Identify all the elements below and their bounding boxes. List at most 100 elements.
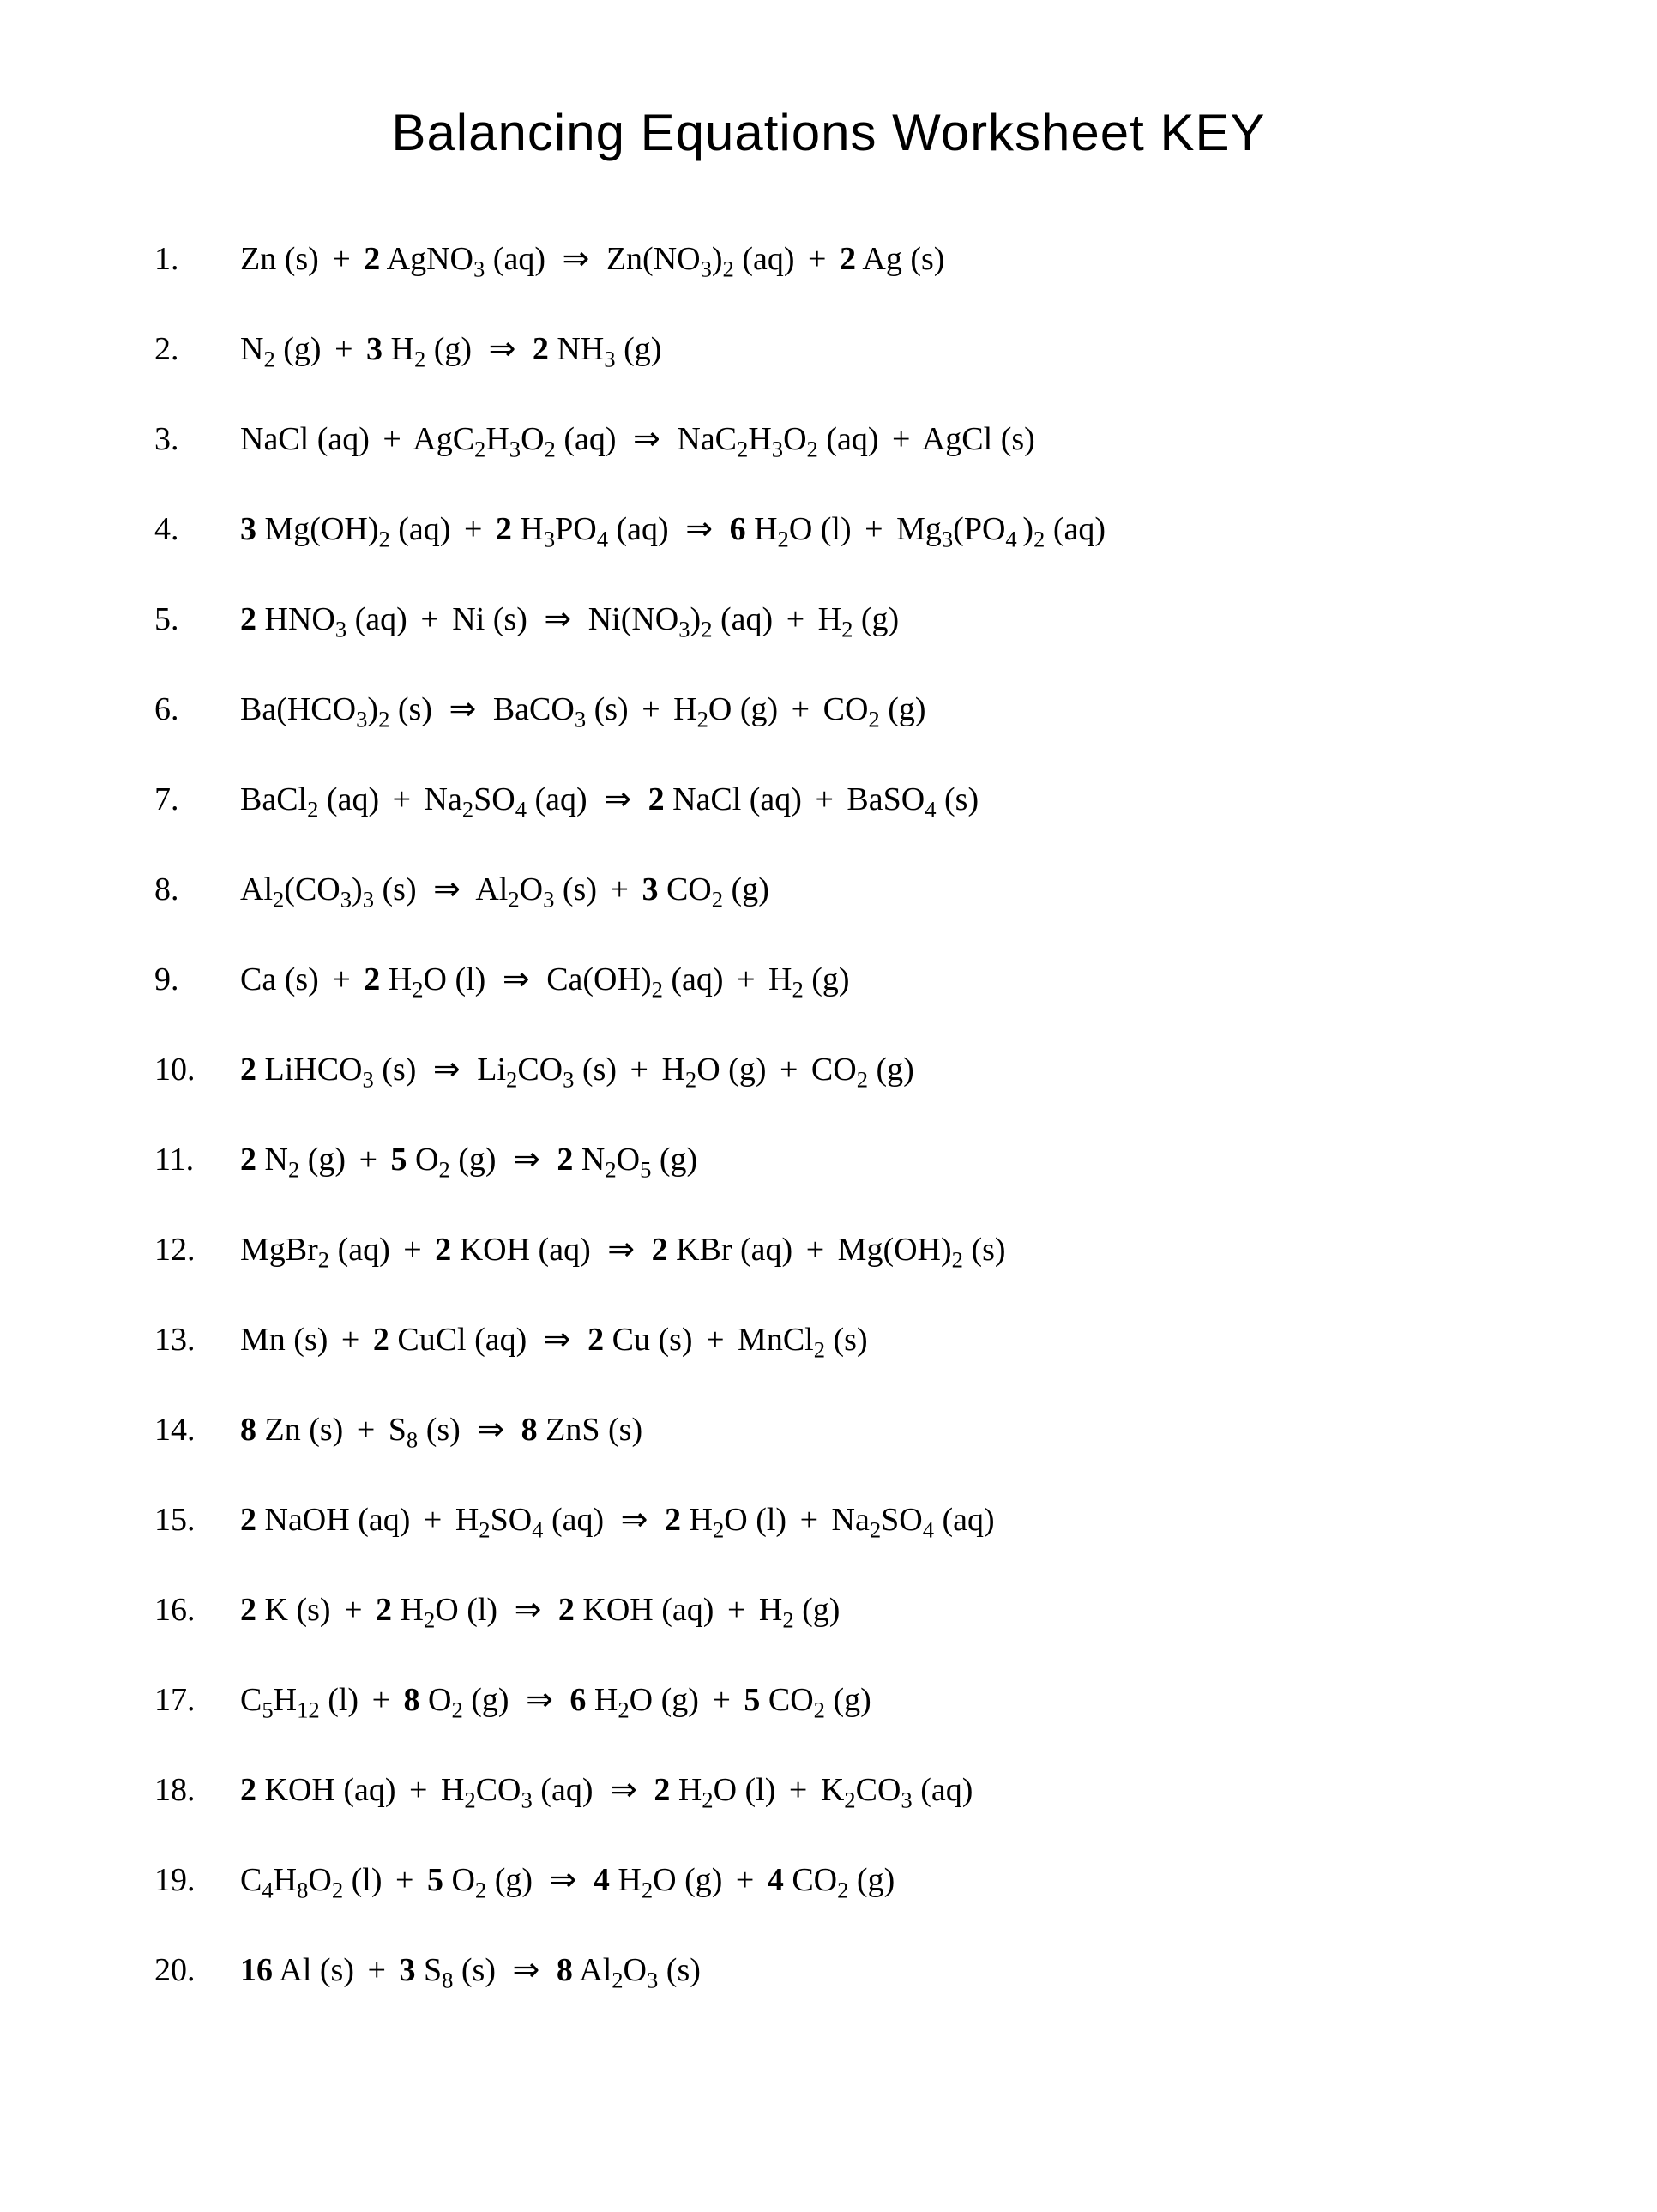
subscript: 2 [723, 256, 734, 282]
subscript: 2 [713, 1517, 724, 1543]
reaction-arrow: ⇒ [535, 1320, 580, 1359]
state-label: (l) [821, 511, 852, 547]
state-label: (g) [684, 1862, 722, 1898]
chemical-species: H2O [754, 511, 812, 547]
equation-number: 17. [154, 1681, 240, 1719]
equation-number: 10. [154, 1051, 240, 1088]
chemical-species: MgBr2 [240, 1232, 329, 1268]
chemical-species: BaCl2 [240, 781, 318, 817]
chemical-species: Ni [452, 601, 485, 637]
equation-item: 7.BaCl2 (aq) + Na2SO4 (aq) ⇒ 2 NaCl (aq)… [154, 780, 1503, 818]
subscript: 2 [782, 1607, 793, 1633]
subscript: 2 [737, 437, 748, 462]
state-label: (s) [944, 781, 979, 817]
subscript: 3 [575, 707, 586, 732]
chemical-species: Ag [862, 241, 901, 277]
chemical-species: S8 [389, 1412, 418, 1448]
state-label: (aq) [539, 1232, 591, 1268]
state-label: (g) [740, 691, 778, 727]
subscript: 2 [378, 707, 389, 732]
subscript: 3 [901, 1787, 912, 1813]
state-label: (l) [745, 1772, 776, 1808]
subscript: 4 [532, 1517, 543, 1543]
coefficient: 2 [840, 241, 856, 277]
chemical-species: CuCl [397, 1322, 466, 1358]
reaction-arrow: ⇒ [677, 509, 721, 548]
subscript: 2 [612, 1968, 623, 1993]
subscript: 4 [515, 797, 527, 823]
subscript: 2 [702, 1787, 713, 1813]
reaction-arrow: ⇒ [480, 329, 525, 368]
subscript: 2 [697, 707, 708, 732]
subscript: 2 [605, 1157, 616, 1183]
state-label: (aq) [355, 601, 407, 637]
state-label: (g) [861, 601, 899, 637]
state-label: (s) [910, 241, 944, 277]
subscript: 5 [640, 1157, 651, 1183]
subscript: 8 [442, 1968, 453, 1993]
subscript: 2 [318, 1247, 329, 1273]
equation-number: 3. [154, 420, 240, 458]
chemical-species: H2 [391, 331, 426, 367]
subscript: 2 [652, 977, 663, 1003]
state-label: (s) [1001, 421, 1035, 457]
state-label: (aq) [563, 421, 616, 457]
subscript: 4 [925, 797, 936, 823]
subscript: 3 [772, 437, 783, 462]
coefficient: 2 [240, 1502, 256, 1538]
plus-sign: + [329, 330, 358, 368]
coefficient: 5 [427, 1862, 443, 1898]
subscript: 2 [868, 707, 879, 732]
state-label: (l) [467, 1592, 497, 1628]
plus-sign: + [352, 1411, 380, 1449]
equation-body: 8 Zn (s) + S8 (s) ⇒ 8 ZnS (s) [240, 1410, 1503, 1449]
equation-body: Mn (s) + 2 CuCl (aq) ⇒ 2 Cu (s) + MnCl2 … [240, 1320, 1503, 1359]
chemical-species: Mg(OH)2 [838, 1232, 963, 1268]
plus-sign: + [390, 1861, 419, 1899]
chemical-species: O2 [428, 1682, 463, 1718]
state-label: (g) [877, 1052, 914, 1088]
coefficient: 2 [364, 241, 380, 277]
subscript: 2 [952, 1247, 963, 1273]
subscript: 3 [473, 256, 485, 282]
state-label: (s) [285, 241, 319, 277]
coefficient: 2 [557, 1142, 573, 1178]
subscript: 2 [412, 977, 423, 1003]
plus-sign: + [784, 1771, 812, 1809]
coefficient: 2 [648, 781, 665, 817]
state-label: (g) [660, 1142, 697, 1178]
state-label: (g) [434, 331, 472, 367]
subscript: 2 [273, 887, 284, 913]
state-label: (aq) [358, 1502, 410, 1538]
reaction-arrow: ⇒ [504, 1140, 549, 1178]
chemical-species: Zn [265, 1412, 301, 1448]
plus-sign: + [404, 1771, 432, 1809]
subscript: 2 [462, 797, 473, 823]
coefficient: 3 [399, 1952, 415, 1988]
plus-sign: + [803, 240, 831, 278]
coefficient: 5 [744, 1682, 760, 1718]
chemical-species: CO2 [823, 691, 880, 727]
subscript: 2 [778, 527, 789, 552]
equation-body: C4H8O2 (l) + 5 O2 (g) ⇒ 4 H2O (g) + 4 CO… [240, 1860, 1503, 1899]
equation-item: 1.Zn (s) + 2 AgNO3 (aq) ⇒ Zn(NO3)2 (aq) … [154, 239, 1503, 278]
equation-number: 16. [154, 1591, 240, 1629]
state-label: (aq) [551, 1502, 604, 1538]
subscript: 2 [307, 797, 318, 823]
chemical-species: K [265, 1592, 288, 1628]
subscript: 2 [545, 437, 556, 462]
subscript: 2 [685, 1067, 696, 1093]
subscript: 4 [923, 1517, 934, 1543]
subscript: 2 [618, 1697, 629, 1723]
reaction-arrow: ⇒ [601, 1770, 646, 1809]
state-label: (aq) [535, 781, 587, 817]
chemical-species: H2O [389, 961, 447, 998]
subscript: 3 [647, 1968, 658, 1993]
state-label: (s) [285, 961, 319, 998]
coefficient: 2 [533, 331, 549, 367]
coefficient: 3 [642, 871, 658, 907]
plus-sign: + [859, 510, 888, 548]
equation-number: 2. [154, 330, 240, 368]
subscript: 4 [262, 1877, 273, 1903]
chemical-species: Ba(HCO3)2 [240, 691, 389, 727]
